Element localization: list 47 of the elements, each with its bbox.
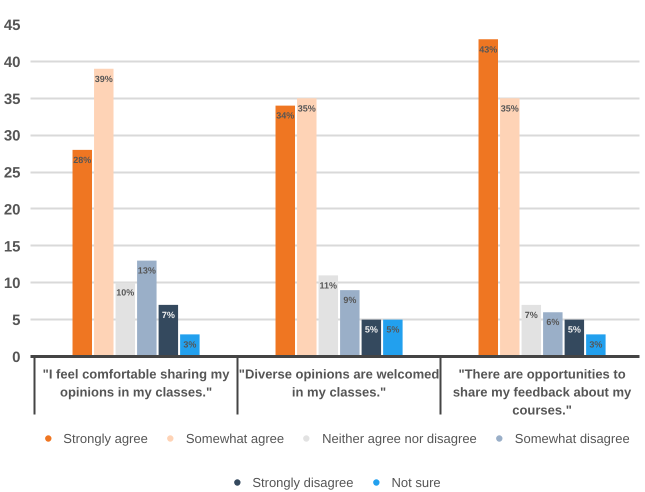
y-tick-label: 45 xyxy=(4,17,21,34)
data-label: 7% xyxy=(524,310,538,320)
data-label: 3% xyxy=(589,339,602,350)
bar xyxy=(276,106,296,356)
y-tick-label: 30 xyxy=(4,128,21,145)
legend-label: Somewhat agree xyxy=(186,430,284,446)
data-label: 43% xyxy=(479,44,498,54)
data-label: 6% xyxy=(546,317,560,328)
bar xyxy=(158,304,178,356)
bar xyxy=(72,150,92,356)
bar xyxy=(478,39,498,356)
data-label: 5% xyxy=(568,324,581,335)
bar xyxy=(137,260,157,356)
x-tick-label: "There are opportunities to share my feedback about my courses." xyxy=(452,366,632,418)
data-label: 35% xyxy=(500,103,519,114)
bar xyxy=(297,98,317,356)
bar xyxy=(340,290,360,356)
data-label: 39% xyxy=(94,74,113,84)
data-label: 9% xyxy=(343,295,356,306)
data-label: 11% xyxy=(320,280,338,290)
x-tick-label: "Diverse opinions are welcomed in my classes." xyxy=(238,366,440,400)
legend-label: Neither agree nor disagree xyxy=(322,430,477,446)
y-tick-label: 15 xyxy=(4,238,21,256)
y-tick-label: 5 xyxy=(12,312,20,330)
legend-label: Strongly agree xyxy=(63,430,148,446)
data-label: 5% xyxy=(364,324,378,335)
legend-label: Somewhat disagree xyxy=(514,430,630,446)
y-tick-label: 25 xyxy=(4,164,21,182)
x-tick-label: "I feel comfortable sharing my opinions in my classes." xyxy=(42,366,230,400)
data-label: 28% xyxy=(73,154,92,165)
y-tick-label: 0 xyxy=(12,349,20,366)
data-label: 35% xyxy=(298,103,316,114)
data-label: 34% xyxy=(276,110,294,121)
bar xyxy=(543,312,563,356)
y-tick-label: 40 xyxy=(4,54,21,71)
y-tick-label: 35 xyxy=(4,90,21,108)
bar xyxy=(94,68,114,356)
data-label: 7% xyxy=(162,310,175,320)
data-label: 5% xyxy=(386,324,400,335)
legend-label: Not sure xyxy=(392,474,441,490)
y-tick-label: 10 xyxy=(4,275,21,292)
data-label: 3% xyxy=(183,339,196,350)
y-tick-label: 20 xyxy=(4,201,21,218)
legend-label: Strongly disagree xyxy=(252,474,354,490)
data-label: 10% xyxy=(116,288,134,298)
bar xyxy=(500,98,520,356)
data-label: 13% xyxy=(138,266,156,276)
